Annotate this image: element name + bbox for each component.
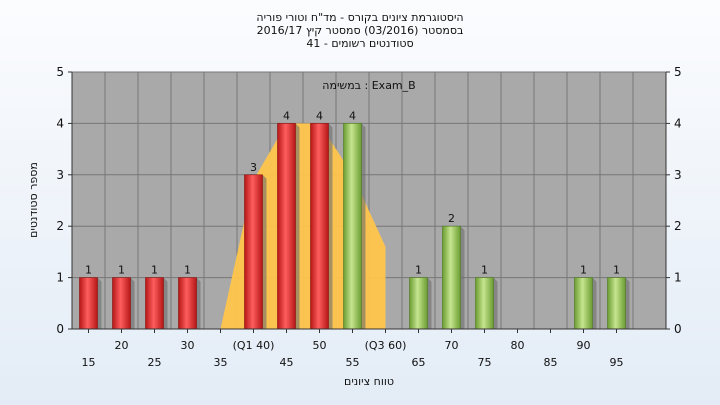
bar — [442, 225, 461, 330]
bar — [607, 277, 626, 330]
bar-shadow — [328, 123, 333, 330]
task-annotation: במשימה : Exam_B — [322, 79, 415, 92]
bar — [178, 277, 197, 330]
x-tick-label: 55 — [346, 356, 360, 369]
bar-shadow — [97, 277, 102, 329]
x-tick-label: 65 — [412, 356, 426, 369]
data-label: 2 — [448, 212, 455, 225]
x-tick-label: 90 — [577, 339, 591, 352]
data-label: 1 — [580, 264, 587, 277]
x-axis-ticks: 15 20 25 30 35 (Q1 40) 45 50 55 (Q3 60) 65 70 75 80 85… — [82, 329, 624, 369]
x-tick-label: 45 — [280, 356, 294, 369]
x-tick-label: 30 — [181, 339, 195, 352]
y-tick-label-right: 2 — [674, 219, 682, 233]
bar-shadow — [493, 277, 498, 329]
bar-shadow — [130, 277, 135, 329]
data-label: 1 — [184, 264, 191, 277]
bar-shadow — [460, 226, 465, 329]
bar — [277, 123, 296, 330]
data-labels-group: 1 1 1 1 3 4 4 4 1 2 1 1 1 — [85, 109, 620, 276]
x-tick-label: (Q1 40) — [233, 339, 275, 352]
y-tick-label-right: 1 — [674, 271, 682, 285]
bar — [244, 174, 263, 330]
data-label: 1 — [415, 264, 422, 277]
chart-title-line-2: בסמסטר (03/2016) סמסטר קיץ 2016/17 — [257, 24, 464, 37]
bar-shadow — [295, 123, 300, 330]
y-tick-label: 1 — [56, 271, 64, 285]
data-label: 1 — [151, 264, 158, 277]
bar-shadow — [262, 174, 267, 329]
bar-shadow — [427, 277, 432, 329]
bar — [112, 277, 131, 330]
chart-title-line-1: היסטוגרמת ציונים בקורס - מד"ח וטורי פורי… — [256, 11, 463, 24]
bar — [343, 123, 362, 330]
y-tick-label: 4 — [56, 116, 64, 130]
data-label: 4 — [349, 109, 356, 122]
data-label: 4 — [283, 109, 290, 122]
data-label: 1 — [118, 264, 125, 277]
y-tick-label-right: 3 — [674, 168, 682, 182]
y-tick-label: 2 — [56, 219, 64, 233]
y-tick-label-right: 5 — [674, 65, 682, 79]
y-axis-label: מספר סטודנטים — [27, 162, 40, 238]
bar-shadow — [196, 277, 201, 329]
data-label: 1 — [85, 264, 92, 277]
y-tick-label-right: 0 — [674, 322, 682, 336]
bar — [145, 277, 164, 330]
bar-shadow — [592, 277, 597, 329]
x-tick-label: 25 — [148, 356, 162, 369]
y-tick-label: 3 — [56, 168, 64, 182]
y-tick-label-right: 4 — [674, 116, 682, 130]
x-tick-label: 75 — [478, 356, 492, 369]
x-tick-label: 85 — [544, 356, 558, 369]
bar — [475, 277, 494, 330]
bar — [310, 123, 329, 330]
bar-shadow — [625, 277, 630, 329]
x-axis-label: טווח ציונים — [344, 375, 394, 388]
y-tick-label: 0 — [56, 322, 64, 336]
chart-title-line-3: סטודנטים רשומים - 41 — [306, 37, 413, 50]
x-tick-label: 80 — [511, 339, 525, 352]
data-label: 3 — [250, 161, 257, 174]
x-tick-label: 50 — [313, 339, 327, 352]
data-label: 1 — [481, 264, 488, 277]
x-tick-label: 95 — [610, 356, 624, 369]
data-label: 4 — [316, 109, 323, 122]
chart-title-block: היסטוגרמת ציונים בקורס - מד"ח וטורי פורי… — [256, 11, 463, 50]
bar-shadow — [163, 277, 168, 329]
bar — [79, 277, 98, 330]
bar — [409, 277, 428, 330]
data-label: 1 — [613, 264, 620, 277]
x-tick-label: (Q3 60) — [365, 339, 407, 352]
bars-group — [79, 123, 630, 330]
y-tick-label: 5 — [56, 65, 64, 79]
bar-shadow — [361, 123, 366, 330]
x-tick-label: 15 — [82, 356, 96, 369]
y-axis-ticks: 0 0 1 1 2 2 3 3 4 4 5 5 — [56, 65, 681, 336]
x-tick-label: 35 — [214, 356, 228, 369]
bar — [574, 277, 593, 330]
x-tick-label: 20 — [115, 339, 129, 352]
x-tick-label: 70 — [445, 339, 459, 352]
